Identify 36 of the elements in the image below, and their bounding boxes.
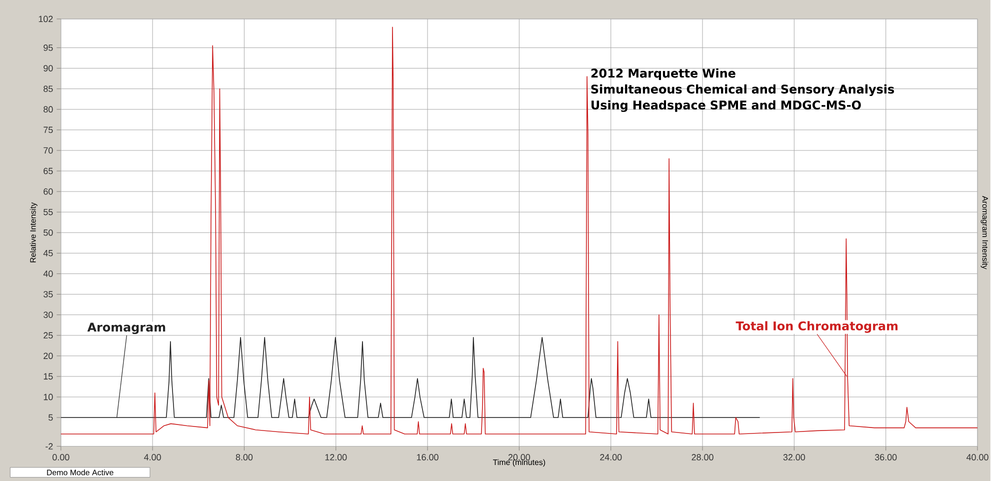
- x-tick-label: 8.00: [236, 454, 253, 460]
- y-tick-label: 55: [44, 208, 53, 216]
- x-tick-label: 16.00: [417, 454, 438, 460]
- x-tick-label: 0.00: [52, 454, 70, 460]
- y-tick-label: 5: [48, 414, 53, 421]
- x-tick-label: 20.00: [508, 454, 530, 460]
- x-tick-label: 4.00: [144, 454, 161, 460]
- y-tick-label: 95: [44, 44, 53, 51]
- x-tick-label: 24.00: [600, 454, 622, 460]
- y-tick-label: 70: [44, 147, 53, 154]
- y-tick-label: 90: [44, 64, 53, 72]
- y-tick-label: 35: [44, 290, 53, 298]
- y-tick-label: 60: [44, 188, 53, 195]
- series-label: Aromagram: [87, 322, 166, 334]
- y-tick-label: 50: [44, 229, 53, 236]
- y-tick-label: 25: [44, 332, 53, 338]
- x-tick-label: 40.00: [966, 454, 988, 460]
- x-tick-label: 12.00: [325, 454, 347, 460]
- y-tick-label: -2: [46, 443, 53, 450]
- y-tick-label: 65: [44, 168, 53, 174]
- y-tick-label: 20: [44, 352, 53, 359]
- y-tick-label: 15: [44, 373, 53, 380]
- y-tick-label: 40: [43, 270, 53, 277]
- text: Total Ion Chromatogram: [736, 321, 898, 333]
- x-tick-label: 28.00: [692, 454, 714, 460]
- y-tick-label: 30: [44, 312, 53, 318]
- text: 2012 Marquette Wine: [591, 68, 736, 80]
- text: Simultaneous Chemical and Sensory Analysis Using Headspace SPME and MDGC-MS-O: [591, 84, 894, 112]
- y-tick-label: 80: [44, 106, 53, 112]
- y-tick-label: 102: [38, 16, 53, 22]
- y-tick-label: 10: [44, 394, 53, 400]
- x-tick-label: 32.00: [783, 454, 806, 460]
- y-tick-label: 45: [43, 250, 53, 256]
- x-tick-label: 36.00: [874, 454, 897, 460]
- y-tick-label: 85: [44, 86, 53, 92]
- y-tick-label: 75: [44, 126, 53, 133]
